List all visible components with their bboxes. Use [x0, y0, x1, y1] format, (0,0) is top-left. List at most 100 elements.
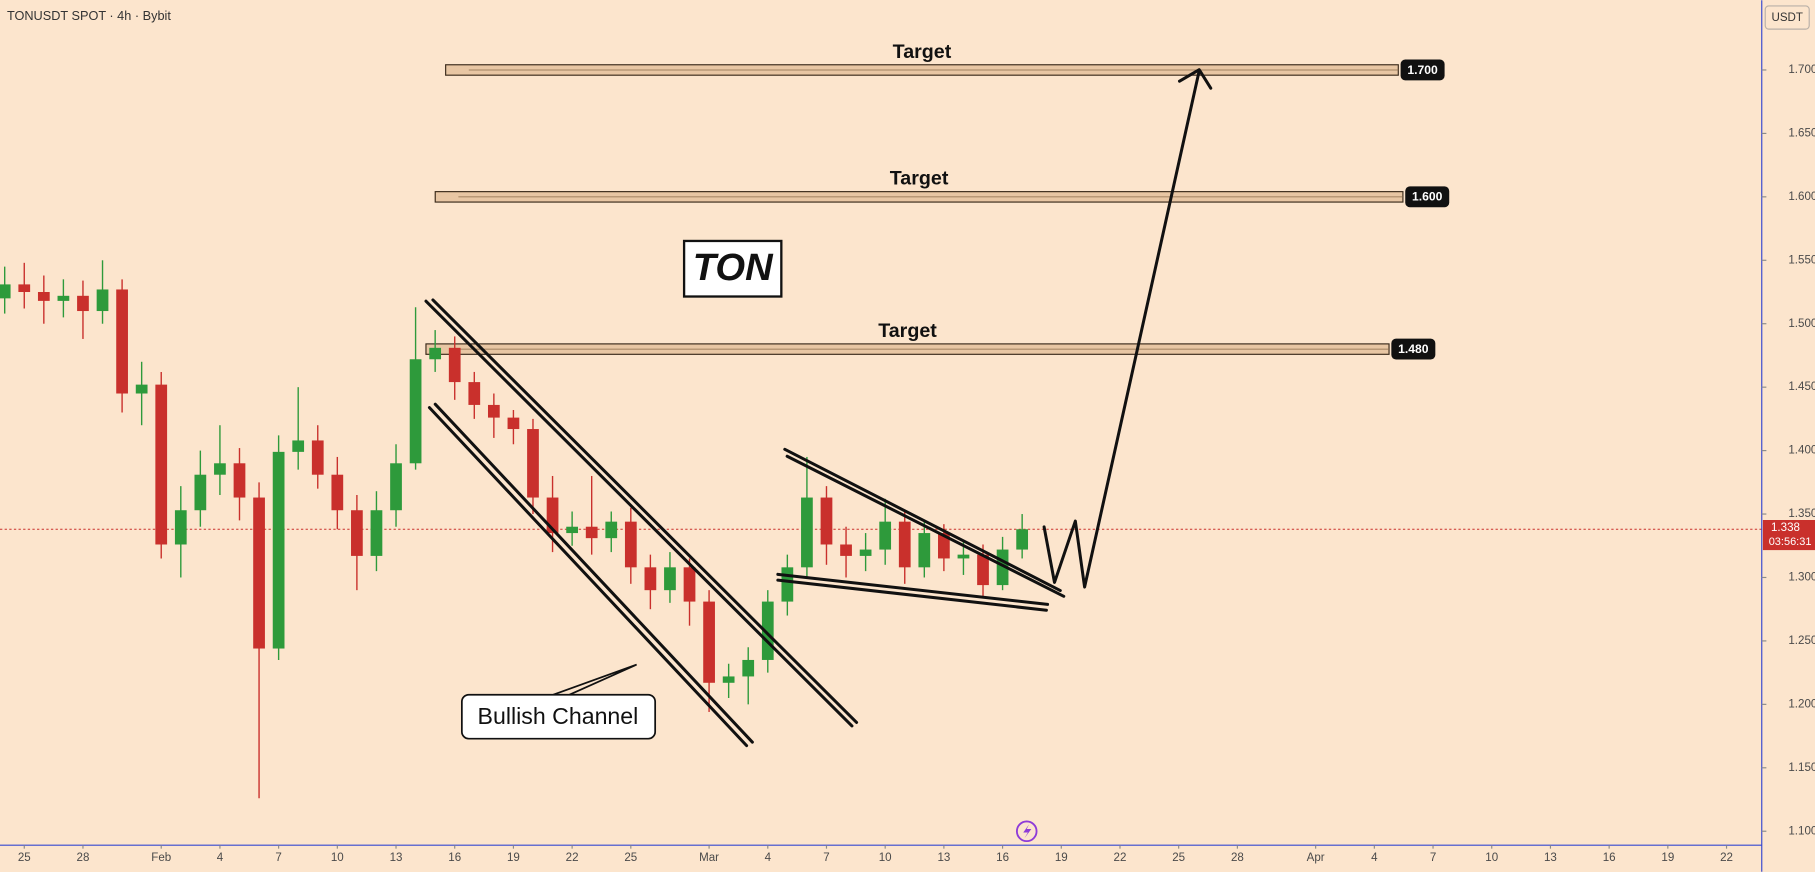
- x-tick-label: 13: [937, 852, 950, 864]
- candle-body: [174, 510, 187, 545]
- candle-body: [977, 554, 989, 586]
- candle-body: [487, 404, 500, 418]
- x-tick-label: 22: [1114, 852, 1127, 864]
- candle-body: [155, 384, 168, 545]
- candle-body: [546, 497, 559, 534]
- target-label: Target: [878, 320, 937, 342]
- projection-arrowhead: [1178, 68, 1213, 90]
- y-tick-label: 1.550: [1788, 254, 1815, 266]
- candle-body: [859, 549, 872, 556]
- lightning-icon[interactable]: [1015, 820, 1038, 843]
- candle-body: [351, 510, 363, 556]
- y-tick-label: 1.250: [1788, 635, 1815, 647]
- candle-body: [18, 284, 31, 293]
- annotation-callout: Bullish Channel: [460, 663, 657, 740]
- candle-body: [742, 659, 755, 677]
- x-tick-label: 25: [624, 852, 637, 864]
- candle-body: [820, 497, 833, 545]
- candle-body: [781, 567, 794, 602]
- candle-body: [898, 521, 911, 568]
- y-tick-label: 1.700: [1788, 64, 1815, 76]
- candle-body: [448, 347, 461, 383]
- candle-body: [918, 533, 931, 568]
- x-tick-label: 19: [1661, 852, 1674, 864]
- candle-body: [879, 521, 892, 550]
- x-tick-label: Mar: [699, 852, 719, 864]
- y-tick-label: 1.200: [1788, 698, 1815, 710]
- drawings: [424, 68, 1213, 748]
- candle-body: [507, 417, 520, 430]
- x-tick-label: 4: [1371, 852, 1378, 864]
- annotation: Bullish Channel: [478, 703, 639, 729]
- title-frame: [682, 239, 783, 298]
- x-tick-label: 10: [879, 852, 892, 864]
- x-tick-label: 19: [507, 852, 520, 864]
- countdown: 03:56:31: [1769, 536, 1812, 548]
- y-tick-label: 1.100: [1788, 825, 1815, 837]
- chart-title: TON: [693, 246, 774, 289]
- channel-line: [427, 406, 749, 748]
- candle-body: [135, 384, 148, 394]
- candle-body: [409, 359, 422, 464]
- candle-body: [1016, 529, 1029, 550]
- y-tick-label: 1.600: [1788, 191, 1815, 203]
- channel-line: [424, 299, 854, 728]
- channel-line: [431, 298, 859, 724]
- wedge-line: [785, 454, 1066, 598]
- target-price-tag: [1391, 338, 1436, 360]
- candle-body: [840, 544, 852, 556]
- candle-body: [468, 382, 481, 405]
- candle-body: [194, 474, 207, 511]
- projection-path: [1042, 69, 1201, 589]
- x-tick-label: 13: [1544, 852, 1557, 864]
- candle-body: [957, 554, 970, 559]
- currency-box: [1764, 5, 1810, 30]
- candle-body: [801, 497, 813, 568]
- target-price: 1.700: [1407, 63, 1438, 77]
- candle-body: [57, 295, 70, 301]
- candle-body: [703, 601, 715, 683]
- candle-body: [624, 521, 637, 568]
- currency: USDT: [1771, 12, 1802, 24]
- x-tick-label: 16: [1603, 852, 1616, 864]
- candle-body: [272, 451, 285, 649]
- candle-body: [585, 526, 598, 539]
- wedge-line: [783, 447, 1062, 593]
- candle-body: [605, 521, 618, 539]
- candle-body: [644, 567, 657, 591]
- y-tick-label: 1.500: [1788, 318, 1815, 330]
- x-tick-label: 22: [566, 852, 579, 864]
- target-price-tag: [1400, 59, 1445, 81]
- icon-bolt: [1023, 824, 1032, 839]
- y-tick-label: 1.350: [1788, 508, 1815, 520]
- candle-body: [429, 347, 442, 360]
- candle-body: [331, 474, 344, 511]
- x-tick-label: 4: [765, 852, 772, 864]
- x-tick-label: 19: [1055, 852, 1068, 864]
- symbol-header: TONUSDT SPOT · 4h · Bybit: [7, 8, 171, 23]
- x-tick-label: 28: [77, 852, 90, 864]
- y-tick-label: 1.150: [1788, 762, 1815, 774]
- x-tick-label: 22: [1720, 852, 1733, 864]
- candle-body: [761, 601, 774, 660]
- candle-body: [233, 463, 246, 498]
- x-tick-label: 28: [1231, 852, 1244, 864]
- x-tick-label: 7: [823, 852, 829, 864]
- x-tick-label: 13: [390, 852, 403, 864]
- channel-line: [433, 402, 754, 744]
- target-label: Target: [890, 168, 949, 190]
- plot: Target 1.700 Target 1.600 Target 1.480: [0, 41, 1762, 799]
- last-price: 1.338: [1771, 522, 1800, 534]
- target-price: 1.480: [1398, 342, 1429, 356]
- x-tick-label: 16: [448, 852, 461, 864]
- x-tick-label: 25: [1172, 852, 1185, 864]
- candle-body: [253, 497, 265, 649]
- candle-body: [96, 289, 109, 312]
- title-box: TON: [682, 239, 783, 298]
- x-tick-label: 7: [1430, 852, 1436, 864]
- wedge-line: [776, 572, 1050, 606]
- icon-ring: [1015, 820, 1038, 843]
- candle-body: [390, 463, 402, 511]
